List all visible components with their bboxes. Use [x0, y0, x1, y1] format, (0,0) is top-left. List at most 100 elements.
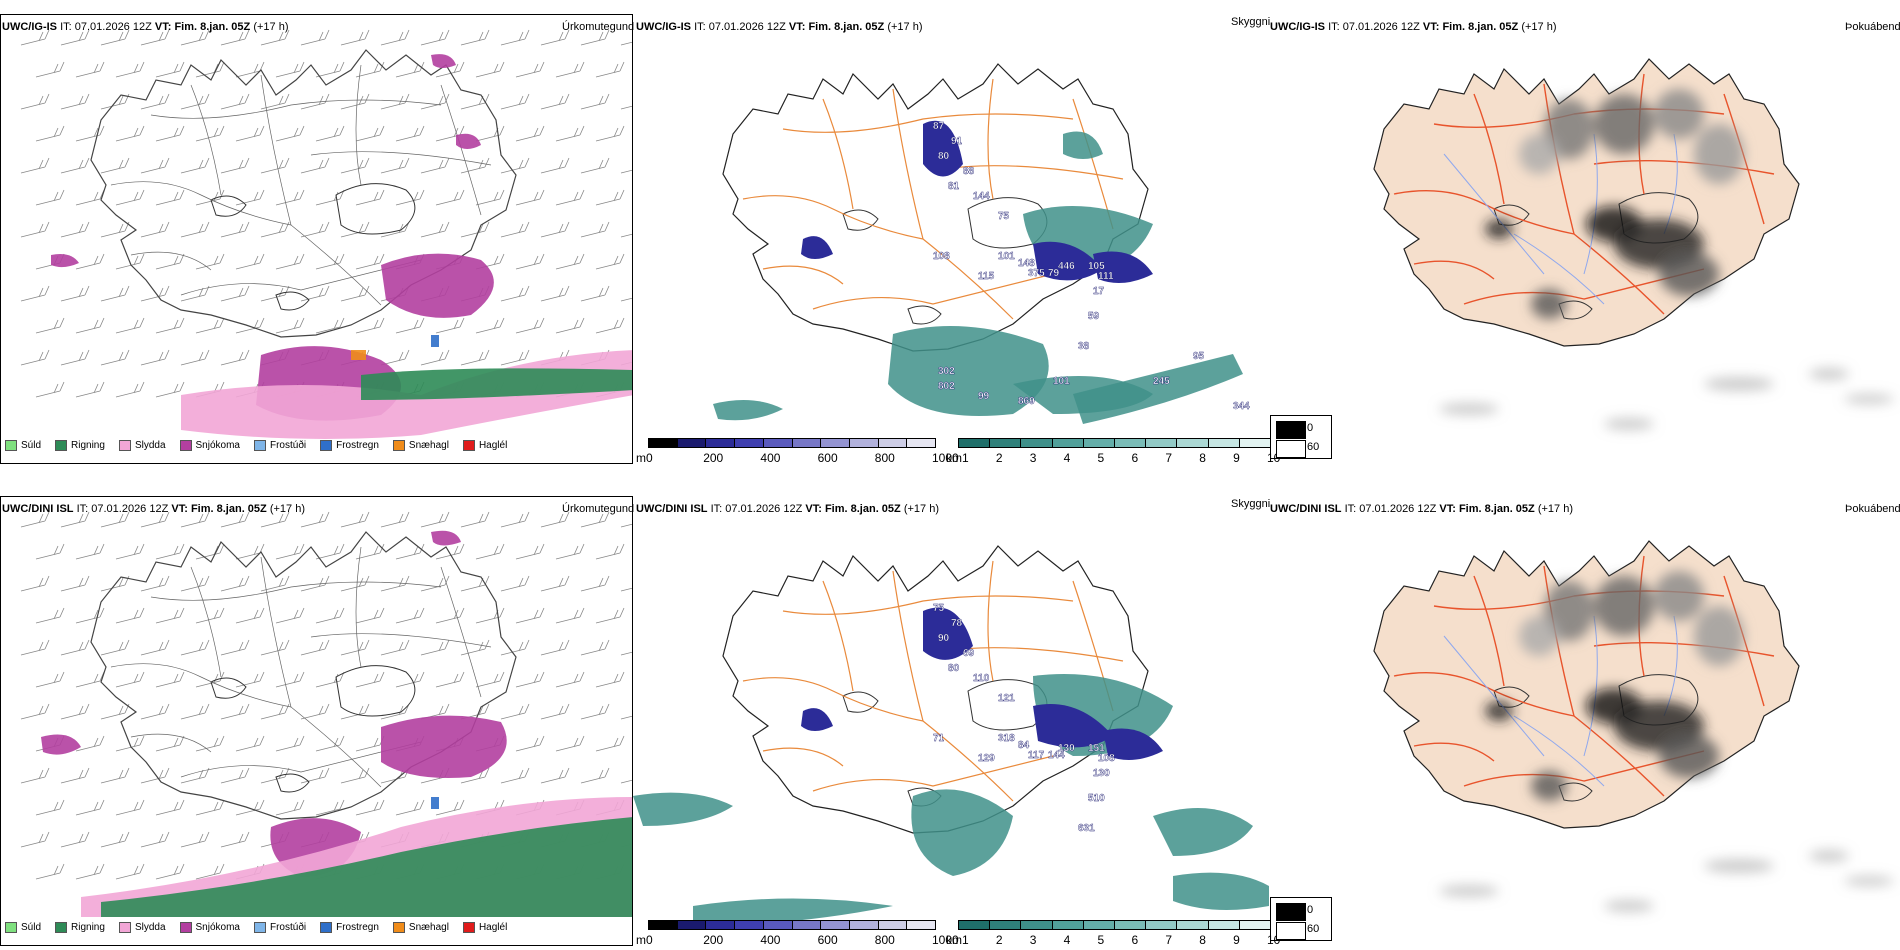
colorbar-swatches	[648, 920, 936, 930]
colorbar-swatches	[958, 920, 1271, 930]
colorbar-tick-label: 8	[1199, 451, 1206, 465]
colorbar-swatch	[649, 921, 678, 929]
height-colorbar-top: m 0 200 400 600 800 1000	[636, 438, 959, 468]
ceiling-value-label: 101	[998, 251, 1015, 262]
precip-type-label-top: Úrkomutegund	[562, 21, 635, 33]
ceiling-value-label: 148	[1018, 258, 1035, 269]
height-colorbar-bottom: m 0 200 400 600 800 1000	[636, 920, 959, 950]
legend-item-snjokoma: Snjókoma	[179, 440, 240, 451]
legend-label: Frostregn	[336, 922, 379, 933]
precip-map-bottom	[20, 511, 632, 917]
colorbar-swatch	[990, 439, 1022, 447]
ceiling-value-label: 88	[963, 166, 975, 177]
colorbar-tick-label: 9	[1233, 451, 1240, 465]
ceiling-value-label: 108	[1098, 753, 1115, 764]
precip-areas	[51, 54, 632, 439]
colorbar-swatch	[959, 439, 991, 447]
legend-item-haglel: Haglél	[462, 922, 508, 933]
colorbar-tick-label: 2	[995, 451, 1003, 465]
ceiling-value-label: 78	[951, 618, 963, 629]
colorbar-swatch	[763, 439, 793, 447]
colorbar-tick-label: 4	[1063, 933, 1071, 947]
ceiling-value-label: 130	[1093, 768, 1110, 779]
fog-title-bottom: UWC/DINI ISL IT: 07.01.2026 12Z VT: Fim.…	[1270, 503, 1573, 515]
colorbar-swatch	[878, 921, 908, 929]
colorbar-tick-label: 2	[995, 933, 1003, 947]
colorbar-tick-label: 600	[817, 933, 838, 947]
precip-panel-bottom: Súld Rigning Slydda Snjókoma Frostúði Frostre…	[0, 496, 633, 946]
wind-barbs	[20, 29, 632, 398]
precip-legend-top: Súld Rigning Slydda Snjókoma Frostúði Frostre…	[5, 440, 507, 451]
cloud-key-bottom: 0 60	[1270, 897, 1332, 941]
fog-type-label-bottom: Þokuábendi	[1845, 503, 1900, 515]
legend-label: Snæhagl	[408, 440, 449, 451]
colorbar-swatch	[907, 921, 936, 929]
colorbar-tick-label: 1000	[932, 451, 959, 465]
colorbar-swatch	[907, 439, 936, 447]
colorbar-tick-label: 5	[1097, 933, 1105, 947]
ceiling-type-label-top: Skyggni	[1231, 16, 1271, 28]
legend-label: Haglél	[478, 922, 508, 933]
precip-title-bottom: UWC/DINI ISL IT: 07.01.2026 12Z VT: Fim.…	[2, 503, 305, 515]
precip-title-top: UWC/IG-IS IT: 07.01.2026 12Z VT: Fim. 8.…	[2, 21, 289, 33]
colorbar-swatch	[1239, 439, 1271, 447]
ceiling-title-bottom: UWC/DINI ISL IT: 07.01.2026 12Z VT: Fim.…	[636, 503, 939, 515]
iceland-outline	[1373, 58, 1800, 347]
ceiling-value-label: 151	[1088, 743, 1105, 754]
ceiling-title-top: UWC/IG-IS IT: 07.01.2026 12Z VT: Fim. 8.…	[636, 21, 923, 33]
visibility-colorbar-top: km 1 2 3 4 5 6 7 8 9 10	[946, 438, 1280, 468]
ceiling-value-label: 302	[938, 366, 955, 377]
colorbar-tick-label: 4	[1063, 451, 1071, 465]
colorbar-tick-label: 800	[874, 451, 895, 465]
colorbar-swatch	[735, 921, 764, 929]
colorbar-tick-label: 6	[1131, 933, 1139, 947]
ceiling-value-label: 84	[1018, 740, 1030, 751]
ceiling-value-label: 75	[933, 603, 945, 614]
colorbar-swatch	[1052, 921, 1084, 929]
legend-swatch	[55, 922, 68, 933]
colorbar-unit: km	[946, 933, 962, 947]
ceiling-value-label: 79	[1048, 268, 1060, 279]
colorbar-swatch	[1115, 439, 1147, 447]
legend-label: Rigning	[71, 922, 105, 933]
ceiling-value-label: 110	[973, 673, 990, 684]
colorbar-tick-label: 9	[1233, 933, 1240, 947]
ceiling-value-label: 59	[1088, 311, 1100, 322]
ceiling-areas	[801, 607, 1163, 760]
ceiling-value-label: 245	[1153, 376, 1170, 387]
legend-label: Haglél	[478, 440, 508, 451]
legend-label: Frostúði	[269, 922, 307, 933]
colorbar-tick-label: 1	[962, 451, 969, 465]
colorbar-tick-label: 1	[962, 933, 969, 947]
precip-map-top	[20, 29, 632, 439]
colorbar-tick-label: 8	[1199, 933, 1206, 947]
ceiling-value-label: 71	[933, 733, 945, 744]
ceiling-panel-top: 87 91 80 88 81 144 75 108 101 148 375 115 79 446 105 11…	[633, 14, 1269, 464]
legend-swatch	[392, 440, 405, 451]
colorbar-tick-label: 0	[646, 451, 653, 465]
ceiling-value-label: 802	[938, 381, 955, 392]
colorbar-swatch	[1021, 439, 1053, 447]
precip-panel-top: Súld Rigning Slydda Snjókoma Frostúði Frostre…	[0, 14, 633, 464]
colorbar-unit: km	[946, 451, 962, 465]
legend-swatch	[253, 922, 266, 933]
colorbar-swatch	[1115, 921, 1147, 929]
colorbar-swatch	[677, 439, 707, 447]
legend-label: Frostúði	[269, 440, 307, 451]
legend-swatch	[253, 440, 266, 451]
colorbar-swatch	[849, 439, 879, 447]
legend-swatch	[179, 440, 192, 451]
visibility-areas	[633, 674, 1269, 926]
colorbar-tick-label: 0	[646, 933, 653, 947]
ceiling-value-label: 121	[998, 693, 1015, 704]
colorbar-swatches	[958, 438, 1271, 448]
legend-item-haglel: Haglél	[462, 440, 508, 451]
legend-item-snjokoma: Snjókoma	[179, 922, 240, 933]
legend-swatch	[179, 922, 192, 933]
ceiling-value-label: 144	[1048, 750, 1065, 761]
legend-label: Slydda	[134, 440, 166, 451]
iceland-outline	[90, 531, 517, 820]
fog-shading	[1439, 571, 1894, 912]
colorbar-tick-label: 200	[703, 451, 724, 465]
